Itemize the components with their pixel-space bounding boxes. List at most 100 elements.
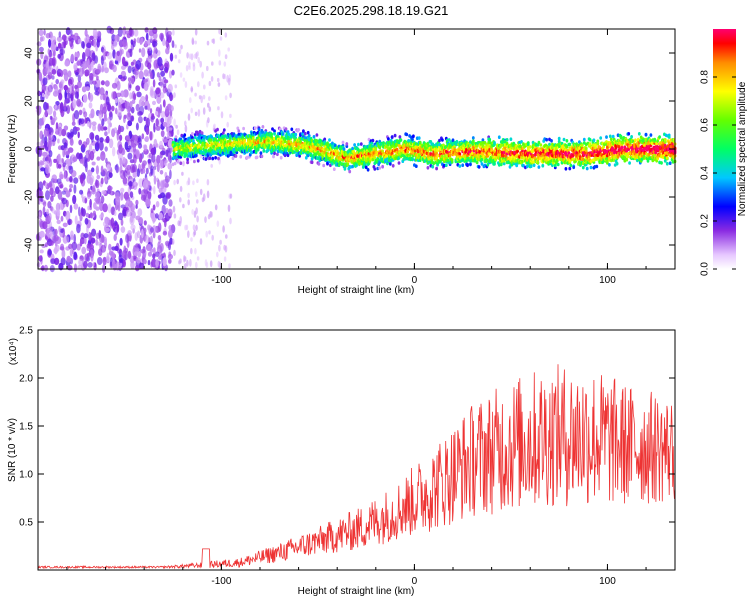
spectrogram-ridge-point (595, 164, 599, 169)
spectrogram-ridge-point (321, 154, 325, 159)
spectrogram-noise-point (77, 38, 82, 44)
spectrogram-noise-point (187, 230, 190, 238)
spectrogram-noise-point (178, 49, 182, 54)
spectrogram-noise-point (111, 91, 116, 100)
spectrogram-noise-point (84, 69, 90, 77)
spectrogram-noise-point (133, 154, 137, 164)
spectrogram-noise-point (158, 187, 163, 194)
spectrogram-ridge-point (636, 144, 640, 148)
spectrogram-noise-point (111, 82, 118, 89)
spectrogram-noise-point (83, 111, 88, 118)
spectrogram-noise-point (73, 36, 78, 41)
spectrogram-ridge-point (634, 138, 637, 142)
spectrogram-ridge-point (174, 135, 178, 139)
spectrogram-ridge-point (588, 138, 592, 142)
spectrogram-noise-point (133, 251, 139, 257)
spectrogram-ridge-point (272, 154, 275, 159)
spectrogram-ridge-point (351, 146, 354, 151)
spectrogram-noise-point (138, 70, 144, 80)
spectrogram-noise-point (73, 203, 79, 210)
spectrogram-noise-point (187, 199, 190, 206)
spectrogram-noise-point (69, 204, 73, 214)
spectrogram-noise-point (218, 60, 222, 66)
spectrogram-noise-point (126, 112, 132, 121)
spectrogram-noise-point (152, 247, 156, 253)
spectrogram-ridge-point (323, 137, 327, 142)
spectrogram-noise-point (64, 70, 68, 77)
spectrogram-ridge-point (303, 131, 307, 136)
spectrogram-noise-point (197, 81, 200, 88)
spectrogram-noise-point (64, 60, 70, 67)
spectrogram-noise-point (156, 87, 162, 98)
spectrogram-ridge-point (581, 165, 585, 170)
spectrogram-noise-point (45, 164, 49, 175)
spectrogram-ridge-point (435, 166, 438, 171)
spectrogram-noise-point (38, 72, 43, 82)
spectrogram-noise-point (79, 158, 84, 164)
spectrogram-noise-point (140, 168, 144, 175)
spectrogram-noise-point (138, 262, 145, 270)
spectrogram-noise-point (129, 164, 135, 174)
spectrogram-ridge-point (353, 143, 356, 147)
spectrogram-noise-point (153, 46, 158, 54)
spectrogram-noise-point (56, 219, 61, 225)
spectrogram-noise-point (169, 52, 174, 62)
spectrogram-noise-point (182, 203, 185, 209)
spectrogram-noise-point (92, 262, 95, 267)
spectrogram-noise-point (194, 92, 197, 97)
spectrogram-noise-point (196, 178, 199, 184)
spectrogram-ridge-point (450, 158, 454, 162)
spectrogram-noise-point (175, 124, 178, 129)
spectrogram-noise-point (91, 167, 95, 173)
spectrogram-noise-point (162, 85, 167, 94)
spectrogram-noise-point (159, 159, 164, 169)
spectrogram-noise-point (222, 225, 225, 233)
spectrogram-noise-point (63, 101, 67, 111)
spectrogram-noise-point (133, 38, 137, 44)
spectrogram-noise-point (61, 128, 67, 137)
spectrogram-noise-point (43, 101, 48, 111)
spectrogram-noise-point (192, 224, 196, 231)
spectrogram-noise-point (104, 146, 108, 152)
spectrogram-noise-point (157, 194, 163, 199)
spectrogram-noise-point (62, 162, 66, 168)
spectrogram-ridge-point (580, 143, 584, 148)
spectrogram-noise-point (190, 87, 194, 92)
spectrogram-ridge-point (333, 143, 337, 148)
spectrogram-noise-point (171, 238, 175, 245)
spectrogram-noise-point (155, 213, 159, 219)
spectrogram-noise-point (81, 86, 87, 93)
spectrogram-ridge-point (329, 163, 332, 168)
spectrogram-noise-point (89, 198, 92, 208)
spectrogram-noise-point (152, 253, 156, 259)
spectrogram-ridge-point (381, 164, 384, 169)
spectrogram-noise-point (203, 84, 206, 90)
spectrogram-noise-point (39, 161, 45, 166)
spectrogram-ridge-point (174, 138, 178, 142)
spectrogram-noise-point (130, 203, 136, 213)
spectrogram-noise-point (108, 138, 114, 149)
spectrogram-ridge-point (584, 146, 588, 151)
spectrogram-ridge-point (273, 132, 276, 136)
spectrogram-noise-point (54, 85, 59, 95)
spectrogram-noise-point (141, 228, 144, 239)
spectrogram-noise-point (55, 122, 59, 130)
spectrogram-noise-point (135, 103, 140, 112)
spectrogram-noise-point (174, 54, 178, 59)
spectrogram-noise-point (162, 121, 168, 127)
spectrogram-noise-point (160, 111, 166, 118)
spectrogram-ridge-point (262, 149, 266, 153)
spectrogram-noise-point (127, 250, 132, 260)
spectrogram-noise-point (81, 41, 85, 49)
spectrogram-noise-point (72, 99, 77, 109)
spectrogram-noise-point (59, 48, 65, 56)
spectrogram-noise-point (138, 99, 142, 107)
spectrogram-noise-point (173, 179, 176, 186)
spectrogram-noise-point (87, 262, 93, 268)
spectrogram-noise-point (179, 197, 182, 203)
spectrogram-noise-point (174, 84, 178, 89)
spectrogram-noise-point (76, 152, 80, 159)
spectrogram-noise-point (167, 208, 173, 217)
spectrogram-ridge-point (232, 132, 236, 136)
spectrogram-noise-point (156, 95, 162, 104)
